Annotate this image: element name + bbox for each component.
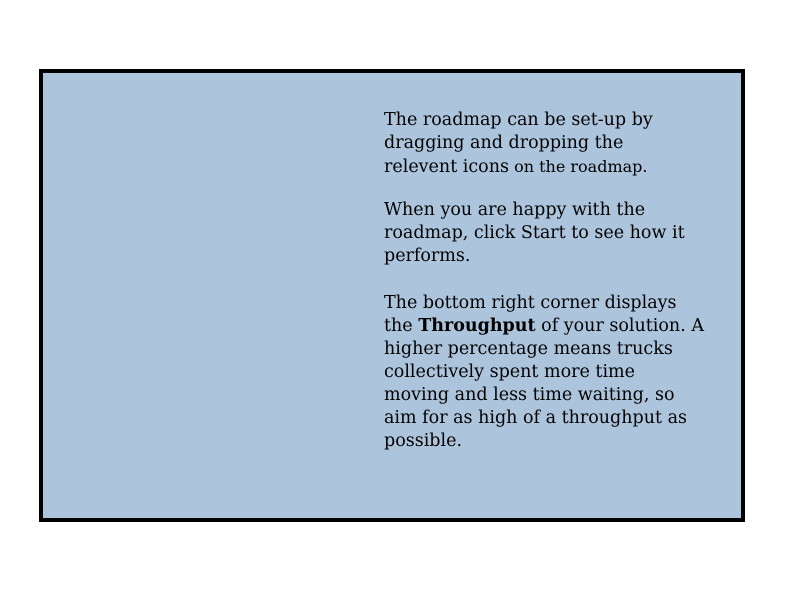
setup-paragraph: The roadmap can be set-up by dragging an…: [384, 109, 729, 179]
throughput-line-6: aim for as high of a throughput as: [384, 408, 688, 428]
start-paragraph: When you are happy with the roadmap, cli…: [384, 199, 729, 268]
start-line-2: roadmap, click Start to see how it: [384, 223, 685, 243]
setup-line-3: relevent icons on the roadmap.: [384, 155, 729, 179]
throughput-line-3: higher percentage means trucks: [384, 339, 673, 359]
throughput-line-2-start: the: [384, 316, 419, 336]
start-line-1: When you are happy with the: [384, 200, 646, 220]
setup-line-3-end: on the roadmap.: [508, 157, 648, 176]
throughput-line-1: The bottom right corner displays: [384, 293, 677, 313]
instruction-text: The roadmap can be set-up by dragging an…: [384, 109, 729, 453]
throughput-line-4: collectively spent more time: [384, 362, 636, 382]
throughput-paragraph: The bottom right corner displays the Thr…: [384, 292, 729, 453]
throughput-line-5: moving and less time waiting, so: [384, 385, 675, 405]
instruction-panel: The roadmap can be set-up by dragging an…: [39, 69, 745, 522]
throughput-line-2: the Throughput of your solution. A: [384, 315, 729, 338]
setup-line-1: The roadmap can be set-up by: [384, 110, 653, 130]
setup-line-2: dragging and dropping the: [384, 133, 624, 153]
setup-line-3-start: relevent icons: [384, 157, 509, 177]
throughput-line-2-end: of your solution. A: [535, 316, 704, 336]
start-line-3: performs.: [384, 246, 471, 266]
throughput-line-7: possible.: [384, 431, 463, 451]
throughput-term: Throughput: [418, 316, 536, 336]
